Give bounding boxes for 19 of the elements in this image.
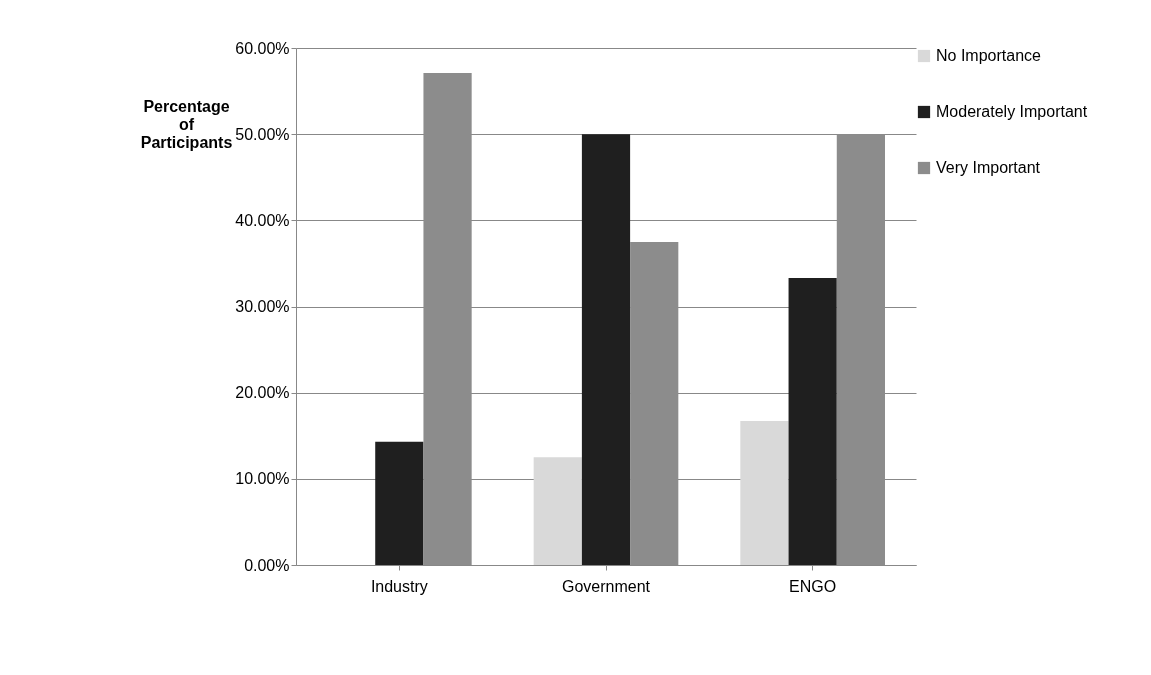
legend-label: Very Important (936, 159, 1041, 176)
bar (788, 278, 837, 565)
y-tick-label: 40.00% (235, 211, 290, 229)
y-tick-label: 0.00% (244, 556, 290, 574)
y-tick-label: 50.00% (235, 125, 290, 143)
bar (533, 457, 582, 565)
x-tick-label: Industry (370, 577, 428, 595)
y-tick-label: 60.00% (235, 39, 290, 57)
y-tick-label: 30.00% (235, 298, 290, 315)
bar (375, 441, 424, 565)
x-tick-label: ENGO (789, 577, 837, 595)
bar (581, 134, 631, 565)
y-tick-label: 10.00% (235, 470, 290, 488)
x-tick-label: Government (561, 577, 651, 595)
legend-label: Moderately Important (936, 103, 1088, 120)
y-tick-label: 20.00% (235, 384, 290, 402)
y-axis-title: Percentage of Participants (140, 97, 233, 151)
legend-label: No Importance (936, 47, 1042, 64)
bar (740, 421, 789, 565)
